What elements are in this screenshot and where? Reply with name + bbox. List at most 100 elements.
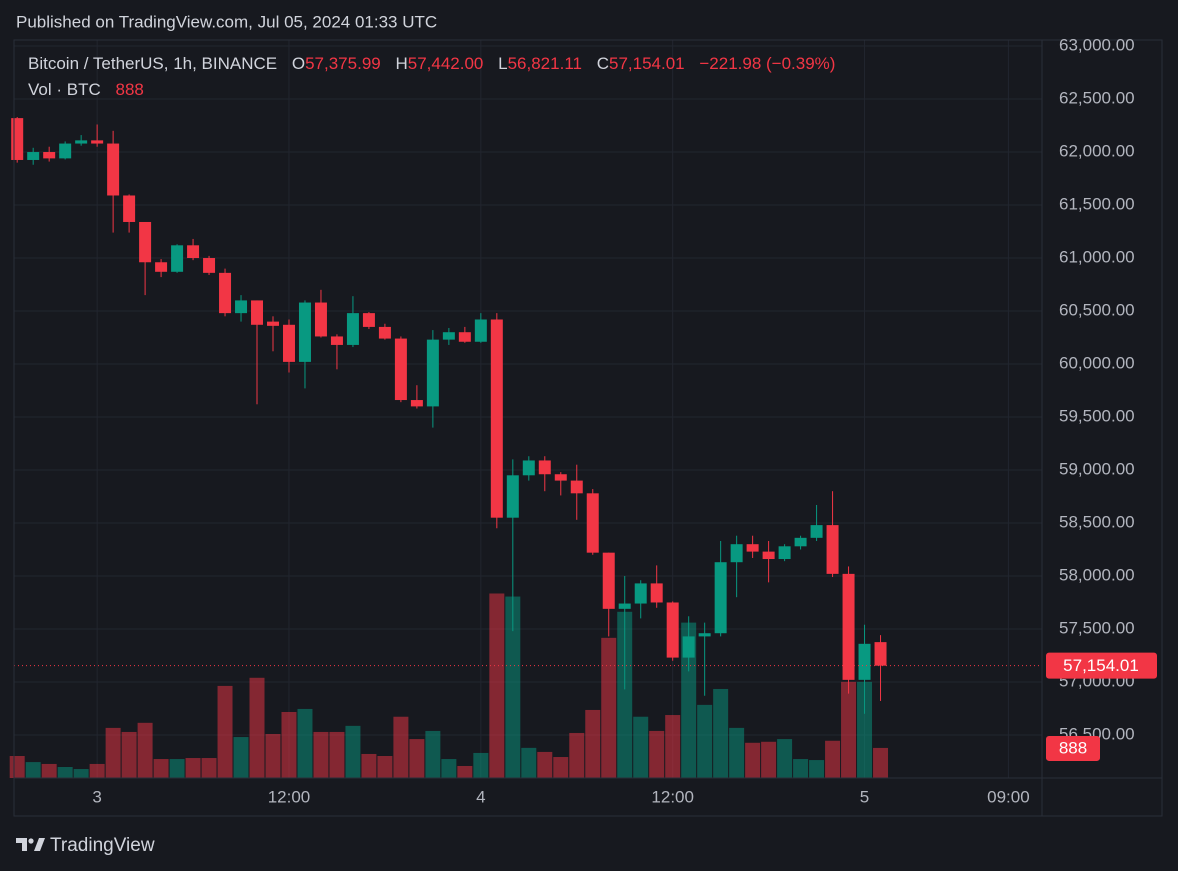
candle-body (810, 525, 823, 538)
candle-body (378, 326, 391, 339)
candle-body (698, 633, 711, 637)
candle-body (442, 332, 455, 340)
volume-bar (441, 759, 457, 778)
candle-body (298, 302, 311, 362)
y-tick-label: 62,000.00 (1059, 142, 1135, 161)
candle-body (59, 143, 72, 159)
symbol: Bitcoin / TetherUS, 1h, BINANCE (28, 54, 277, 73)
candle-body (171, 245, 184, 272)
candle-body (107, 143, 120, 196)
volume-bar (809, 760, 825, 778)
volume-bar (329, 731, 345, 778)
volume-bar (857, 681, 873, 778)
volume-bar (169, 759, 185, 778)
y-tick-label: 58,500.00 (1059, 512, 1135, 531)
candle-body (43, 152, 56, 159)
candle-body (27, 152, 40, 160)
candle-body (762, 551, 775, 560)
ohlc-value: 57,442.00 (408, 54, 484, 73)
volume-bar (345, 725, 361, 778)
volume-bar (617, 611, 633, 778)
volume-bar (297, 708, 313, 778)
volume-bar (57, 766, 73, 778)
candle-body (474, 319, 487, 342)
x-tick-label: 4 (476, 787, 485, 806)
candle-body (490, 319, 503, 518)
last-price-label: 57,154.01 (1063, 656, 1139, 675)
volume-title: Vol · BTC (28, 80, 101, 99)
candle-body (458, 332, 471, 342)
candle-body (330, 336, 343, 345)
candle-body (346, 313, 359, 345)
candle-body (282, 324, 295, 362)
symbol-legend: Bitcoin / TetherUS, 1h, BINANCE O57,375.… (28, 54, 835, 73)
logo-mark (16, 838, 27, 851)
volume-bar (569, 732, 585, 778)
pane-border (13, 39, 1163, 817)
candle-body (794, 537, 807, 547)
volume-bar (665, 715, 681, 778)
volume-bar (121, 731, 137, 778)
candle-body (75, 140, 88, 144)
volume-bar (729, 727, 745, 778)
volume-bar (201, 758, 217, 778)
volume-bar (489, 593, 505, 778)
volume-bar (649, 730, 665, 778)
logo-mark (34, 838, 45, 851)
candle-body (874, 642, 887, 666)
last-volume-tag (1046, 735, 1100, 761)
volume-bar (777, 739, 793, 778)
volume-bar (25, 762, 41, 778)
volume-bar (377, 755, 393, 778)
volume-bar (521, 747, 537, 778)
volume-bar (457, 765, 473, 778)
candle-body (394, 338, 407, 401)
ohlc-key: H (395, 54, 407, 73)
x-tick-label: 09:00 (987, 787, 1030, 806)
logo-mark (28, 838, 34, 844)
volume-bar (585, 709, 601, 778)
candle-body (602, 552, 615, 609)
volume-bar (825, 740, 841, 778)
candle-body (618, 603, 631, 609)
brand-logo: TradingView (16, 835, 155, 856)
volume-bar (393, 716, 409, 778)
volume-bar (233, 737, 249, 778)
candle-body (650, 583, 663, 603)
candle-body (362, 313, 375, 327)
y-tick-label: 57,500.00 (1059, 618, 1135, 637)
candle-body (634, 583, 647, 604)
volume-bar (153, 759, 169, 778)
candle-body (730, 544, 743, 563)
y-tick-label: 59,500.00 (1059, 406, 1135, 425)
y-tick-label: 60,500.00 (1059, 300, 1135, 319)
axis-layer: 56,500.0057,000.0057,500.0058,000.0058,5… (92, 36, 1157, 806)
candle-body (11, 118, 24, 160)
volume-bar (745, 742, 761, 778)
volume-bar (713, 688, 729, 778)
volume-bar (681, 622, 697, 778)
volume-bar (473, 752, 489, 778)
candle-body (426, 339, 439, 407)
y-tick-label: 61,500.00 (1059, 195, 1135, 214)
candle-body (219, 272, 232, 314)
price-change: −221.98 (−0.39%) (699, 54, 835, 73)
y-tick-label: 61,000.00 (1059, 248, 1135, 267)
x-tick-label: 12:00 (268, 787, 311, 806)
y-tick-label: 60,000.00 (1059, 353, 1135, 372)
candle-body (842, 573, 855, 680)
volume-bar (601, 637, 617, 778)
volume-bar (553, 757, 569, 778)
volume-bar (425, 730, 441, 778)
volume-bar (137, 722, 153, 778)
candle-body (586, 493, 599, 553)
candle-body (251, 300, 264, 325)
volume-bar (9, 755, 25, 778)
candle-body (538, 460, 551, 475)
volume-bar (73, 769, 89, 778)
volume-bar (105, 727, 121, 778)
ohlc-value: 57,375.99 (305, 54, 381, 73)
candle-body (746, 544, 759, 552)
